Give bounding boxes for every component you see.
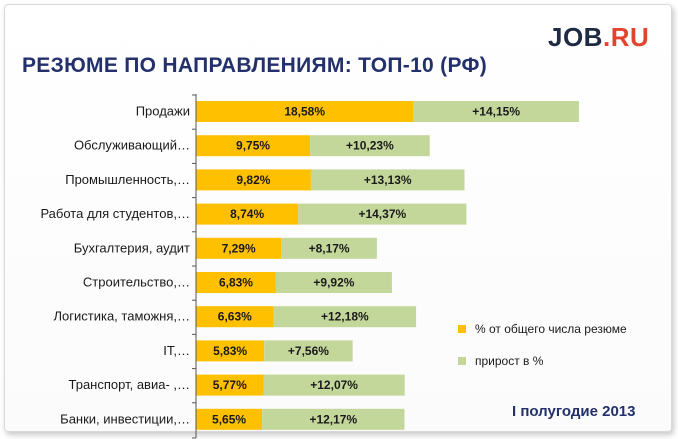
- category-label: IT,…: [163, 343, 190, 358]
- bar-growth: [263, 374, 405, 396]
- category-label: Транспорт, авиа- ,…: [69, 377, 190, 392]
- legend-swatch-growth: [458, 357, 466, 365]
- value-label-share: 8,74%: [230, 207, 264, 221]
- bar-growth: [264, 340, 353, 362]
- legend-label-share: % от общего числа резюме: [475, 322, 627, 336]
- bar-share: [196, 135, 311, 157]
- value-label-share: 5,83%: [213, 344, 247, 358]
- category-label: Обслуживающий…: [74, 138, 190, 153]
- bar-share: [196, 237, 282, 259]
- bar-growth: [298, 203, 467, 225]
- legend-item-growth: прирост в %: [458, 354, 543, 368]
- bar-growth: [281, 237, 377, 259]
- bar-share: [196, 340, 265, 362]
- jobru-logo: JOB.RU: [548, 22, 649, 53]
- bar-growth: [310, 135, 430, 157]
- value-label-share: 9,75%: [236, 139, 270, 153]
- bar-share: [196, 272, 276, 293]
- bar-share: [196, 306, 274, 328]
- value-label-share: 6,83%: [219, 276, 253, 290]
- chart-title: РЕЗЮМЕ ПО НАПРАВЛЕНИЯМ: ТОП-10 (РФ): [22, 54, 488, 77]
- value-label-growth: +14,15%: [472, 105, 520, 119]
- bar-share: [196, 374, 264, 396]
- bar-growth: [273, 306, 417, 328]
- period-label: I полугодие 2013: [512, 403, 636, 420]
- logo-part-ru: .RU: [602, 22, 650, 52]
- category-label: Работа для студентов,…: [40, 206, 190, 221]
- value-label-growth: +9,92%: [313, 276, 354, 290]
- bar-share: [196, 408, 263, 430]
- category-label: Логистика, таможня,…: [54, 309, 191, 324]
- category-label: Продажи: [136, 104, 190, 119]
- value-label-growth: +12,17%: [309, 412, 357, 426]
- value-label-share: 18,58%: [284, 105, 325, 119]
- category-label: Бухгалтерия, аудит: [74, 240, 190, 255]
- legend-item-share: % от общего числа резюме: [458, 322, 627, 336]
- bar-share: [196, 203, 299, 225]
- bar-share: [196, 101, 414, 122]
- value-label-share: 5,77%: [213, 378, 247, 392]
- value-label-growth: +7,56%: [288, 344, 329, 358]
- legend-swatch-share: [458, 325, 466, 333]
- value-label-growth: +12,18%: [321, 310, 369, 324]
- value-label-growth: +13,13%: [364, 173, 412, 187]
- value-label-growth: +10,23%: [346, 139, 394, 153]
- value-label-share: 6,63%: [218, 310, 252, 324]
- bar-growth: [275, 272, 392, 293]
- category-label: Банки, инвестиции,…: [60, 411, 190, 426]
- logo-part-job: JOB: [548, 22, 603, 52]
- bar-growth: [262, 408, 405, 430]
- value-label-growth: +12,07%: [310, 378, 358, 392]
- category-label: Промышленность,…: [65, 172, 190, 187]
- value-label-growth: +14,37%: [358, 207, 406, 221]
- legend-label-growth: прирост в %: [475, 354, 544, 368]
- bar-growth: [413, 101, 579, 122]
- category-label: Строительство,…: [83, 275, 190, 290]
- value-label-share: 9,82%: [236, 173, 270, 187]
- value-label-growth: +8,17%: [309, 241, 350, 255]
- bar-growth: [310, 169, 465, 191]
- value-label-share: 7,29%: [222, 241, 256, 255]
- bar-share: [196, 169, 311, 191]
- value-label-share: 5,65%: [212, 412, 246, 426]
